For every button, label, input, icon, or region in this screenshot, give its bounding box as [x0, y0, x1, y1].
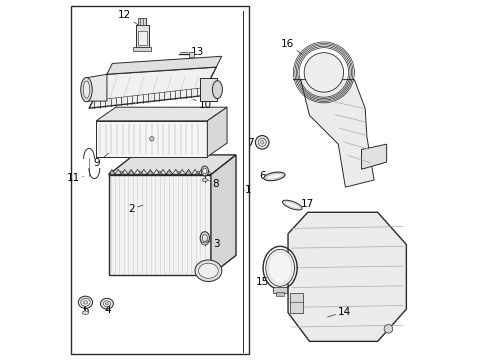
Text: 8: 8: [207, 179, 219, 189]
Circle shape: [258, 138, 266, 146]
Circle shape: [120, 171, 123, 175]
Ellipse shape: [264, 172, 285, 181]
Bar: [290, 293, 303, 313]
Polygon shape: [211, 155, 236, 275]
Circle shape: [255, 135, 269, 149]
Text: 2: 2: [128, 204, 143, 215]
Bar: [138, 31, 147, 45]
Ellipse shape: [103, 301, 111, 307]
Text: 7: 7: [247, 138, 258, 148]
Ellipse shape: [81, 298, 90, 306]
Ellipse shape: [201, 242, 208, 245]
Text: 1: 1: [245, 185, 252, 195]
Circle shape: [384, 324, 393, 333]
Ellipse shape: [202, 234, 207, 242]
Text: 12: 12: [118, 10, 139, 26]
Ellipse shape: [198, 263, 218, 278]
Ellipse shape: [83, 81, 90, 98]
Polygon shape: [294, 80, 374, 187]
Circle shape: [149, 136, 154, 141]
Bar: [273, 287, 287, 293]
Ellipse shape: [202, 178, 207, 182]
Polygon shape: [207, 107, 227, 157]
Circle shape: [158, 171, 162, 175]
Text: 5: 5: [82, 305, 89, 315]
Bar: [276, 292, 285, 296]
Ellipse shape: [201, 166, 208, 176]
Polygon shape: [362, 144, 387, 169]
Ellipse shape: [83, 301, 88, 304]
Text: 10: 10: [193, 99, 212, 110]
Ellipse shape: [195, 260, 222, 282]
Ellipse shape: [203, 168, 207, 174]
Circle shape: [129, 171, 133, 175]
Text: 9: 9: [94, 153, 109, 168]
Ellipse shape: [78, 296, 93, 309]
Bar: [190, 51, 195, 57]
Circle shape: [196, 171, 199, 175]
Ellipse shape: [105, 302, 108, 305]
Circle shape: [177, 171, 181, 175]
Circle shape: [187, 171, 190, 175]
Circle shape: [168, 171, 171, 175]
Text: 16: 16: [281, 39, 302, 54]
Text: 6: 6: [259, 171, 270, 181]
Polygon shape: [109, 155, 236, 175]
Text: 13: 13: [180, 47, 204, 57]
Polygon shape: [96, 107, 227, 121]
Text: 11: 11: [67, 173, 84, 183]
Circle shape: [139, 171, 143, 175]
Circle shape: [304, 53, 343, 92]
Polygon shape: [89, 67, 216, 108]
Ellipse shape: [285, 202, 300, 208]
Bar: [71, 6, 248, 354]
Ellipse shape: [100, 298, 113, 309]
Bar: [200, 78, 218, 101]
Ellipse shape: [283, 200, 302, 210]
Polygon shape: [288, 212, 406, 341]
Ellipse shape: [200, 231, 210, 244]
Ellipse shape: [269, 252, 292, 283]
Circle shape: [260, 140, 264, 144]
Text: 17: 17: [297, 199, 314, 210]
Ellipse shape: [212, 81, 222, 99]
Bar: [136, 25, 149, 47]
Text: 4: 4: [104, 305, 111, 315]
Ellipse shape: [82, 311, 89, 315]
Polygon shape: [109, 175, 211, 275]
Text: 15: 15: [256, 277, 275, 287]
Bar: [139, 18, 147, 25]
Ellipse shape: [266, 174, 283, 179]
Ellipse shape: [266, 249, 294, 286]
Circle shape: [148, 171, 152, 175]
Bar: [133, 46, 151, 51]
Polygon shape: [96, 121, 207, 157]
Circle shape: [111, 171, 114, 175]
Polygon shape: [87, 74, 107, 101]
Text: 3: 3: [205, 239, 220, 249]
Ellipse shape: [81, 77, 92, 102]
Polygon shape: [107, 56, 221, 74]
Text: 14: 14: [327, 307, 351, 317]
